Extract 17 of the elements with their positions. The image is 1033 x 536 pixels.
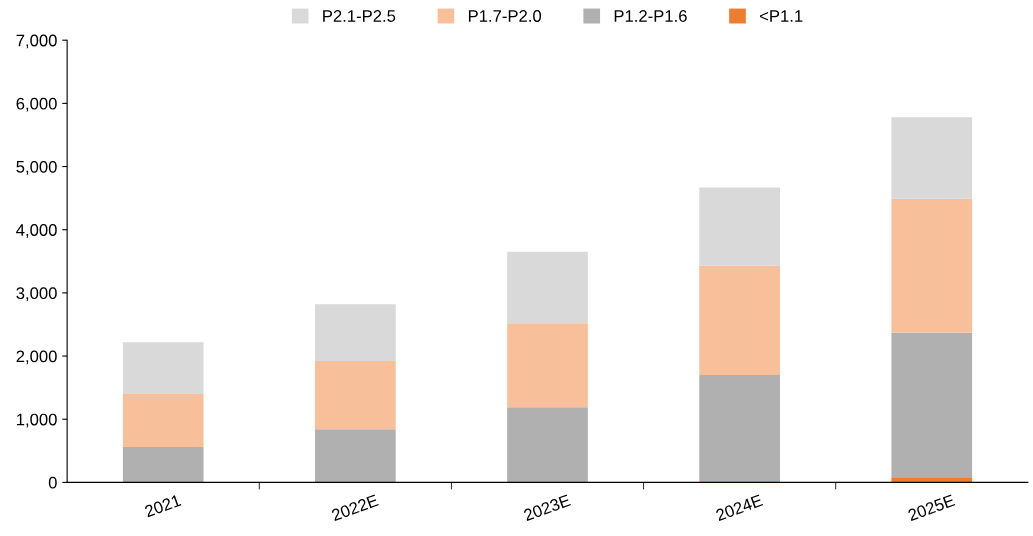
x-tick-label: 2025E — [907, 494, 956, 522]
x-tick-label: 2023E — [523, 494, 571, 522]
legend-label: P1.2-P1.6 — [614, 10, 687, 22]
legend-label: P2.1-P2.5 — [323, 10, 396, 22]
y-tick-label: 6,000 — [16, 97, 57, 112]
y-tick-label: 2,000 — [16, 350, 57, 365]
x-tick-label: 2024E — [715, 494, 764, 522]
y-tick-label: 4,000 — [16, 224, 57, 238]
y-tick-label: 0 — [48, 476, 57, 489]
x-tick-label: 2022E — [330, 494, 379, 522]
y-tick-label: 7,000 — [16, 34, 57, 49]
y-tick-label: 5,000 — [16, 160, 57, 175]
legend-label: P1.7-P2.0 — [468, 10, 542, 22]
x-tick-label: 2021 — [144, 494, 182, 518]
legend-label: <P1.1 — [759, 10, 803, 22]
y-tick-label: 1,000 — [16, 413, 57, 428]
y-tick-label: 3,000 — [16, 287, 57, 302]
